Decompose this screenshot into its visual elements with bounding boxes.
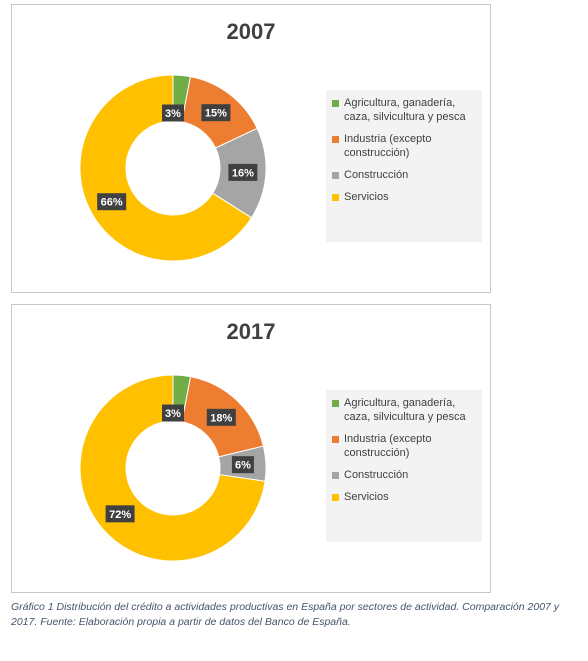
data-label-box-construccion (231, 456, 254, 474)
legend-2007: Agricultura, ganadería, caza, silvicultu… (326, 90, 482, 242)
donut-chart-2017: 3% 18% 6% 72% (79, 374, 267, 562)
legend-2017: Agricultura, ganadería, caza, silvicultu… (326, 390, 482, 542)
data-label-text-agricultura: 3% (165, 108, 181, 120)
legend-label-agricultura: Agricultura, ganadería, caza, silvicultu… (344, 97, 466, 123)
legend-item-industria: Industria (excepto construcción) (332, 432, 482, 460)
legend-item-construccion: Construcción (332, 468, 482, 482)
data-label-construccion: 16% (228, 163, 258, 181)
chart-panel-2007: 2007 3% 15% 16% 66% Agricultura, ganadería,… (11, 4, 491, 293)
legend-item-construccion: Construcción (332, 168, 482, 182)
legend-swatch-servicios (332, 194, 339, 201)
data-label-servicios: 72% (105, 505, 135, 523)
data-label-text-construccion: 16% (232, 167, 254, 179)
data-label-text-servicios: 72% (109, 509, 131, 521)
chart-title: 2007 (226, 19, 276, 44)
data-label-agricultura: 3% (162, 404, 184, 422)
legend-swatch-industria (332, 436, 339, 443)
data-label-box-industria (201, 104, 231, 122)
data-label-agricultura: 3% (162, 104, 184, 122)
legend-item-agricultura: Agricultura, ganadería, caza, silvicultu… (332, 96, 482, 124)
legend-swatch-agricultura (332, 100, 339, 107)
legend-item-industria: Industria (excepto construcción) (332, 132, 482, 160)
data-label-text-agricultura: 3% (165, 408, 181, 420)
legend-label-construccion: Construcción (344, 169, 409, 181)
legend-item-servicios: Servicios (332, 490, 482, 504)
legend-swatch-servicios (332, 494, 339, 501)
data-label-construccion: 6% (231, 456, 254, 474)
legend-label-industria: Industria (excepto construcción) (344, 433, 432, 459)
data-label-servicios: 66% (97, 193, 127, 211)
legend-label-servicios: Servicios (344, 191, 389, 203)
figure-caption: Gráfico 1 Distribución del crédito a act… (11, 601, 560, 628)
data-label-text-industria: 18% (210, 412, 232, 424)
legend-item-agricultura: Agricultura, ganadería, caza, silvicultu… (332, 396, 482, 424)
data-label-text-construccion: 6% (235, 460, 251, 472)
data-label-industria: 18% (206, 408, 236, 426)
data-label-box-construccion (228, 163, 258, 181)
legend-swatch-industria (332, 136, 339, 143)
donut-slice-servicios (79, 74, 253, 262)
donut-chart-2007: 3% 15% 16% 66% (79, 74, 267, 262)
data-label-box-agricultura (162, 104, 184, 122)
legend-swatch-agricultura (332, 400, 339, 407)
legend-label-servicios: Servicios (344, 491, 389, 503)
legend-swatch-construccion (332, 472, 339, 479)
legend-swatch-construccion (332, 172, 339, 179)
legend-label-agricultura: Agricultura, ganadería, caza, silvicultu… (344, 397, 466, 423)
data-label-text-servicios: 66% (101, 197, 123, 209)
legend-label-industria: Industria (excepto construcción) (344, 133, 432, 159)
data-label-box-servicios (105, 505, 135, 523)
data-label-box-servicios (97, 193, 127, 211)
data-label-text-industria: 15% (205, 108, 227, 120)
chart-title: 2017 (226, 319, 276, 344)
chart-panel-2017: 2017 3% 18% 6% 72% Agricultura, ganadería, … (11, 304, 491, 593)
data-label-box-agricultura (162, 404, 184, 422)
legend-label-construccion: Construcción (344, 469, 409, 481)
legend-item-servicios: Servicios (332, 190, 482, 204)
data-label-box-industria (206, 408, 236, 426)
data-label-industria: 15% (201, 104, 231, 122)
